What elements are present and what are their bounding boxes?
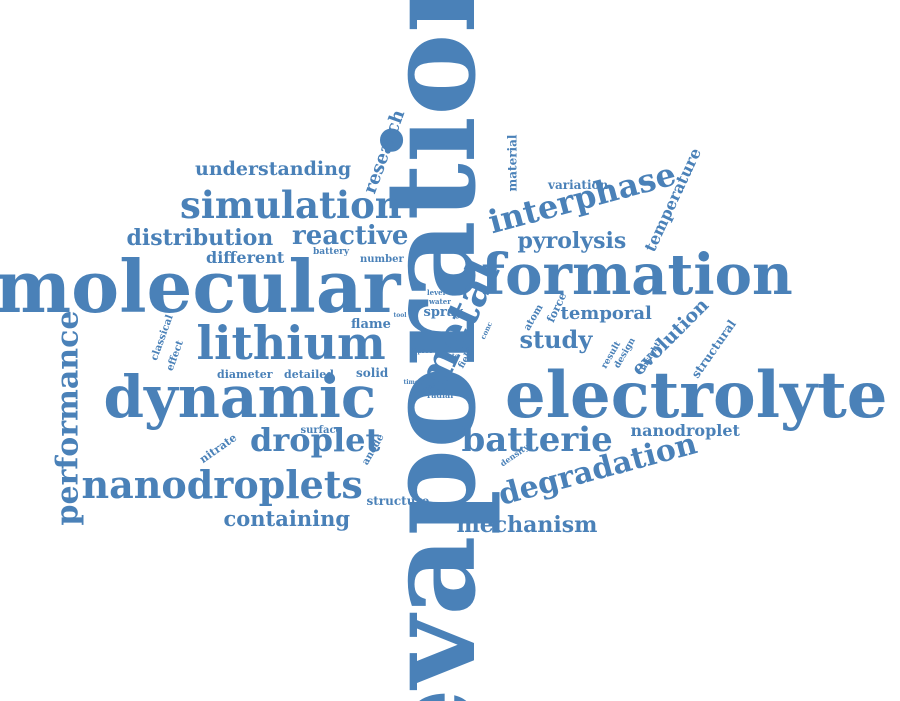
word-different: different <box>206 250 284 266</box>
word-surface: surface <box>301 426 342 436</box>
word-batterie: batterie <box>462 423 613 457</box>
word-radial: radial <box>427 391 453 399</box>
word-detailed: detailed <box>284 369 334 380</box>
word-formation: formation <box>481 247 793 303</box>
word-number: number <box>360 255 404 265</box>
word-spray: spray <box>424 306 463 319</box>
word-proc: proc <box>418 349 433 355</box>
word-performance: performance <box>53 311 83 526</box>
word-nitrate: nitrate <box>198 431 239 464</box>
word-variation: variation <box>548 179 608 191</box>
word-water: water <box>429 298 451 305</box>
word-material: material <box>506 135 518 192</box>
word-solid: solid <box>356 367 388 379</box>
word-battery: battery <box>313 248 349 257</box>
word-distribution: distribution <box>127 227 274 249</box>
word-mechanism: mechanism <box>457 514 598 536</box>
word-structure: structure <box>367 495 430 507</box>
word-tool: tool <box>394 313 407 319</box>
word-diameter: diameter <box>217 369 273 380</box>
word-rate: rate <box>445 354 459 360</box>
word-nanodroplets: nanodroplets <box>82 466 363 504</box>
word-flame: flame <box>351 318 391 331</box>
word-nanodroplet: nanodroplet <box>631 423 740 439</box>
word-containing: containing <box>224 508 351 529</box>
word-time: time <box>404 380 419 386</box>
word-level: level <box>427 289 445 296</box>
word-ion: ion <box>410 346 417 358</box>
word-pyrolysis: pyrolysis <box>518 230 627 252</box>
word-temporal: temporal <box>561 305 652 323</box>
word-understanding: understanding <box>195 160 351 179</box>
word-reactive: reactive <box>292 223 408 249</box>
